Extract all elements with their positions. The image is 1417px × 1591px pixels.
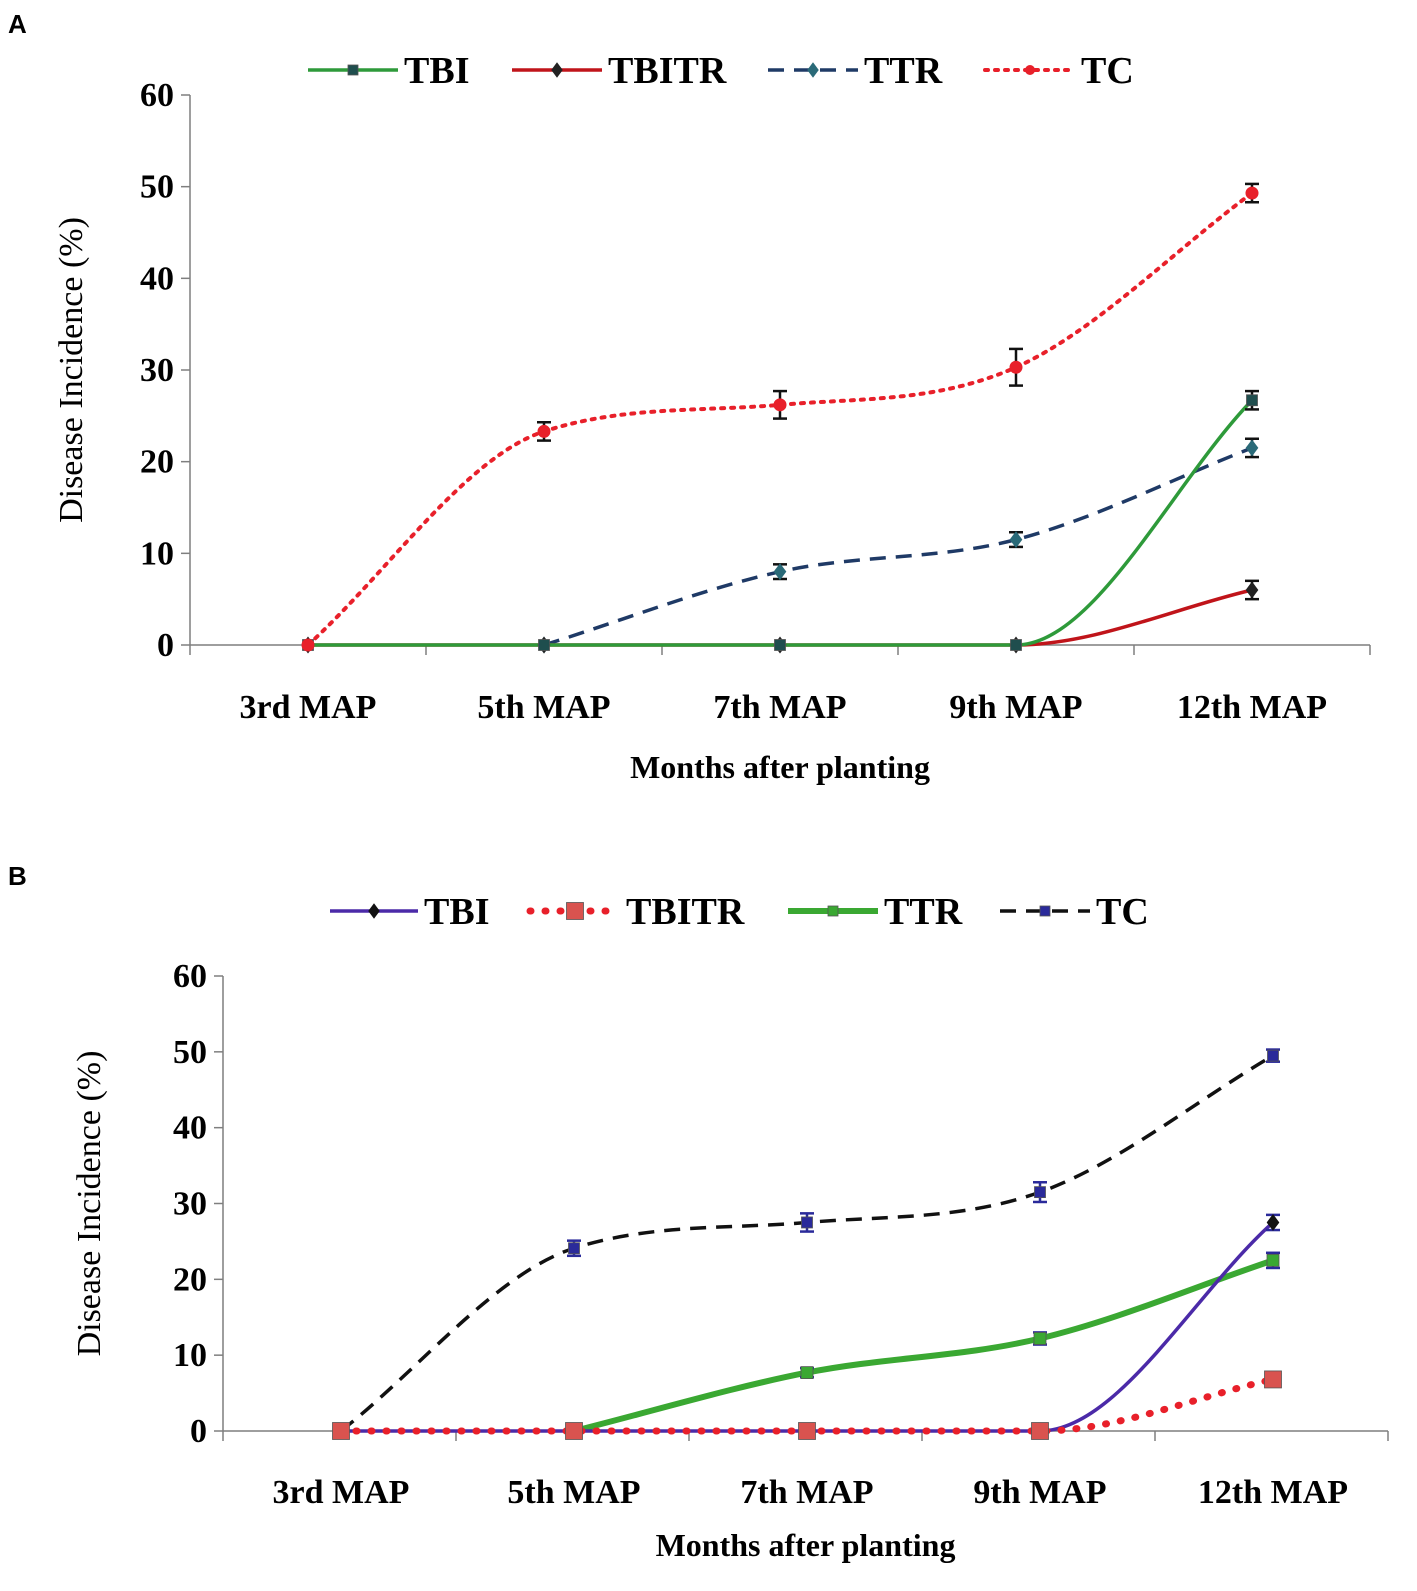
y-tick-label: 50 [173,1034,207,1071]
y-tick-label: 30 [173,1186,207,1223]
y-tick-label: 10 [173,1337,207,1374]
data-point-tbi [538,639,550,651]
x-tick-label: 12th MAP [1177,689,1327,726]
legend-swatch-marker [827,905,839,917]
data-point-tc [1034,1186,1046,1199]
data-point-tbitr [565,1422,583,1440]
legend-item-tc: TC [983,50,1134,92]
chart-panel-b: B 0 10 20 30 40 50 60 3rd MAP 5th MAP 7th MAP 9th M… [8,861,1389,1563]
data-point-tc [773,398,787,412]
legend-swatch-marker [1039,905,1051,917]
x-tick-label: 7th MAP [740,1474,873,1511]
data-point-ttr [1033,1332,1047,1345]
panel-label: A [8,9,27,39]
y-tick-label: 60 [140,77,174,114]
data-point-tbi [1266,1213,1280,1231]
legend-swatch-marker [368,903,380,919]
data-point-tc [1009,360,1023,374]
x-tick-label: 7th MAP [713,689,846,726]
panel-label: B [8,861,27,891]
series-line-ttr [543,446,1253,647]
data-point-tbitr [1245,581,1259,599]
legend-swatch-marker [566,902,584,920]
legend-swatch-marker [347,64,359,76]
data-point-ttr [773,563,787,581]
data-point-ttr [1266,1253,1280,1267]
y-tick-label: 0 [157,627,174,664]
data-point-ttr [1245,439,1259,457]
data-point-tbitr [1031,1422,1049,1440]
y-tick-label: 20 [173,1261,207,1298]
data-point-tc [1267,1049,1279,1062]
y-axis-title: Disease Incidence (%) [71,1051,108,1357]
legend-swatch-marker [551,62,563,78]
y-tick-label: 40 [140,260,174,297]
y-tick-label: 10 [140,535,174,572]
legend-label: TBITR [626,891,745,933]
y-tick-label: 60 [173,958,207,995]
data-point-tbitr [1264,1370,1282,1389]
x-tick-label: 5th MAP [477,689,610,726]
data-point-tbi [774,639,786,651]
y-tick-label: 20 [140,444,174,481]
x-tick-label: 3rd MAP [273,1474,410,1511]
data-point-ttr [1009,531,1023,549]
chart-panel-a: A 0 10 20 30 40 50 60 3rd MAP 5th MAP 7th MAP 9th M… [8,9,1371,785]
data-point-ttr [800,1366,814,1380]
x-tick-label: 3rd MAP [240,689,377,726]
data-point-tc [301,638,315,652]
legend-item-tbi: TBI [308,50,469,92]
legend-item-ttr: TTR [788,891,963,933]
series-line-ttr [573,1257,1274,1434]
data-point-tbi [1010,639,1022,651]
legend-item-tc: TC [1000,891,1149,933]
data-point-tc [537,424,551,438]
legend-label: TTR [864,50,943,92]
legend-label: TBI [424,891,489,933]
legend-item-tbitr: TBITR [526,891,745,933]
x-axis-title: Months after planting [656,1527,956,1563]
data-point-tc [801,1216,813,1229]
y-axis-title: Disease Incidence (%) [53,217,90,523]
x-tick-label: 9th MAP [949,689,1082,726]
data-point-tc [1245,186,1259,200]
legend-label: TBITR [608,50,727,92]
series-line-tbi [308,399,1254,647]
series-line-tbi [341,1221,1275,1433]
data-point-tc [568,1242,580,1255]
legend-label: TBI [404,50,469,92]
legend-swatch-marker [1025,65,1035,75]
x-tick-label: 9th MAP [973,1474,1106,1511]
legend: TBI TBITR TTR TC [330,891,1149,933]
legend-item-tbi: TBI [330,891,489,933]
x-tick-label: 12th MAP [1198,1474,1348,1511]
legend: TBI TBITR TTR TC [308,50,1134,92]
data-point-tbitr [798,1422,816,1440]
x-axis-title: Months after planting [630,749,930,785]
data-point-tbitr [332,1422,350,1440]
x-tick-label: 5th MAP [507,1474,640,1511]
y-tick-label: 40 [173,1110,207,1147]
y-tick-label: 30 [140,352,174,389]
data-point-tbi [1246,394,1258,407]
legend-item-tbitr: TBITR [512,50,727,92]
legend-label: TC [1096,891,1149,933]
legend-label: TC [1081,50,1134,92]
legend-item-ttr: TTR [768,50,943,92]
y-tick-label: 50 [140,169,174,206]
legend-swatch-marker [807,62,819,78]
legend-label: TTR [884,891,963,933]
y-tick-label: 0 [190,1413,207,1450]
